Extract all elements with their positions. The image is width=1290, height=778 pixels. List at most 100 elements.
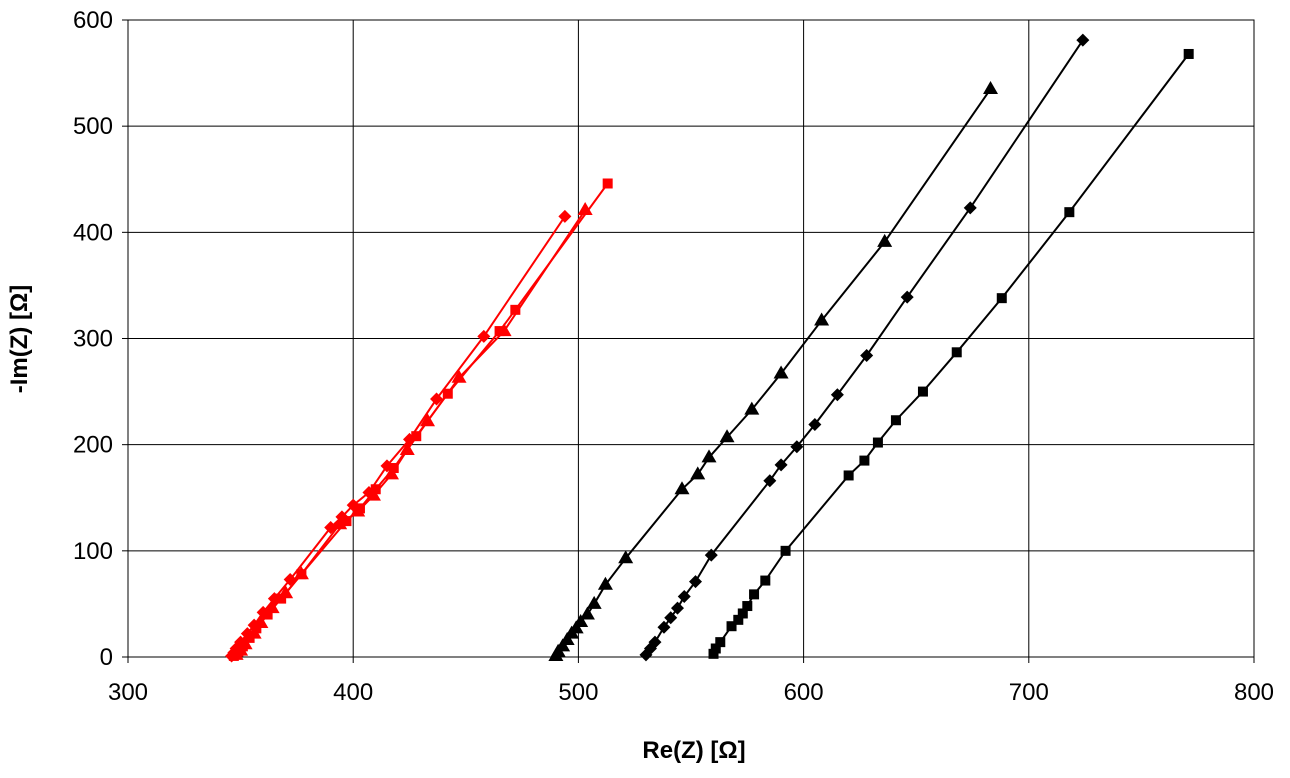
data-point-triangle — [877, 233, 893, 247]
data-point-square — [602, 178, 613, 189]
x-tick-label: 700 — [1009, 679, 1049, 706]
data-point-diamond — [1076, 33, 1090, 47]
data-point-square — [890, 415, 901, 426]
data-point-square — [341, 516, 352, 527]
series-4 — [639, 33, 1090, 662]
data-point-triangle — [597, 576, 613, 590]
data-point-triangle — [690, 466, 706, 480]
x-tick-label: 600 — [784, 679, 824, 706]
data-point-triangle — [744, 401, 760, 415]
data-point-square — [742, 601, 753, 612]
data-point-triangle — [496, 323, 512, 337]
series-line — [645, 39, 1084, 656]
data-point-triangle — [383, 466, 399, 480]
y-tick-label: 300 — [73, 326, 113, 353]
data-point-diamond — [657, 620, 671, 634]
series-line — [235, 209, 586, 656]
data-point-triangle — [579, 606, 595, 620]
data-point-square — [1064, 207, 1075, 218]
data-point-triangle — [332, 516, 348, 530]
data-point-square — [951, 347, 962, 358]
data-point-square — [859, 455, 870, 466]
plot-frame — [127, 19, 1255, 658]
data-point-square — [843, 470, 854, 481]
data-point-triangle — [773, 365, 789, 379]
data-point-diamond — [648, 635, 662, 649]
data-point-diamond — [790, 440, 804, 454]
data-point-diamond — [830, 388, 844, 402]
y-tick-label: 200 — [73, 432, 113, 459]
series-line — [554, 88, 992, 657]
x-tick-label: 300 — [108, 679, 148, 706]
y-tick-label: 500 — [73, 113, 113, 140]
data-point-square — [996, 293, 1007, 304]
data-point-diamond — [677, 589, 691, 603]
data-point-triangle — [365, 487, 381, 501]
data-point-triangle — [814, 312, 830, 326]
data-point-diamond — [664, 611, 678, 625]
data-point-triangle — [577, 202, 593, 216]
y-tick-label: 400 — [73, 219, 113, 246]
y-tick-label: 600 — [73, 7, 113, 34]
data-point-triangle — [293, 566, 309, 580]
data-point-square — [917, 386, 928, 397]
data-point-diamond — [963, 201, 977, 215]
data-point-triangle — [237, 636, 253, 650]
data-point-diamond — [774, 458, 788, 472]
data-point-triangle — [350, 503, 366, 517]
series-line — [230, 215, 566, 657]
data-point-triangle — [618, 550, 634, 564]
series-5 — [708, 48, 1194, 659]
data-point-square — [872, 437, 883, 448]
data-point-diamond — [670, 601, 684, 615]
data-point-diamond — [900, 290, 914, 304]
data-point-square — [749, 589, 760, 600]
data-point-square — [733, 614, 744, 625]
data-point-square — [726, 621, 737, 632]
series-2 — [228, 202, 593, 660]
x-axis-title: Re(Z) [Ω] — [642, 737, 745, 764]
data-point-diamond — [477, 329, 491, 343]
data-point-triangle — [586, 595, 602, 609]
data-point-triangle — [451, 369, 467, 383]
data-point-square — [708, 648, 719, 659]
data-point-square — [1183, 48, 1194, 59]
data-point-square — [760, 575, 771, 586]
series-layer — [225, 33, 1194, 663]
data-point-triangle — [573, 613, 589, 627]
x-tick-label: 400 — [333, 679, 373, 706]
x-tick-label: 500 — [558, 679, 598, 706]
data-point-square — [715, 637, 726, 648]
data-point-diamond — [558, 209, 572, 223]
x-tick-label: 800 — [1234, 679, 1274, 706]
data-point-square — [710, 643, 721, 654]
data-point-triangle — [719, 429, 735, 443]
data-point-triangle — [420, 413, 436, 427]
data-point-square — [510, 304, 521, 315]
grid-lines — [122, 19, 1255, 663]
data-point-square — [370, 484, 381, 495]
data-point-triangle — [278, 585, 294, 599]
y-tick-label: 100 — [73, 538, 113, 565]
data-point-triangle — [399, 441, 415, 455]
data-point-triangle — [264, 600, 280, 614]
data-point-diamond — [689, 575, 703, 589]
y-tick-label: 0 — [100, 644, 113, 671]
series-3 — [548, 81, 999, 661]
data-point-diamond — [763, 474, 777, 488]
data-point-square — [780, 545, 791, 556]
data-point-triangle — [246, 625, 262, 639]
data-point-triangle — [674, 481, 690, 495]
data-point-triangle — [253, 615, 269, 629]
data-point-triangle — [983, 81, 999, 95]
tick-labels: 300 400 500 600 700 800 0 100 200 300 400 500 600 — [73, 7, 1274, 706]
data-point-square — [737, 608, 748, 619]
y-axis-title: -Im(Z) [Ω] — [6, 285, 33, 394]
data-point-diamond — [704, 548, 718, 562]
data-point-square — [388, 463, 399, 474]
data-point-diamond — [860, 348, 874, 362]
series-line — [712, 53, 1190, 655]
data-point-diamond — [430, 392, 444, 406]
